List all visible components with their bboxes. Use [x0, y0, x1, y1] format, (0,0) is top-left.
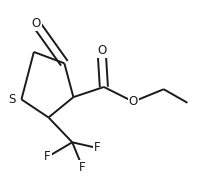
Text: O: O [32, 17, 41, 30]
Text: O: O [97, 44, 106, 57]
Text: O: O [129, 95, 138, 108]
Text: F: F [79, 161, 86, 174]
Text: F: F [44, 150, 51, 163]
Text: S: S [8, 93, 16, 106]
Text: F: F [94, 141, 100, 154]
